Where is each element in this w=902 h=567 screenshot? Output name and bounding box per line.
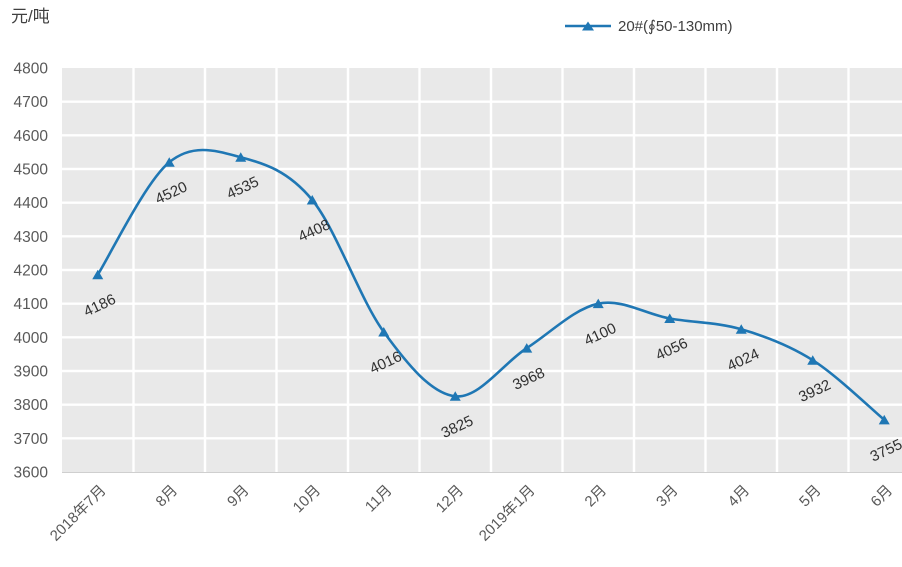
- x-tick-label: 11月: [362, 482, 396, 516]
- y-tick-label: 4000: [14, 330, 49, 347]
- y-tick-label: 4400: [14, 195, 49, 212]
- data-point-marker: [306, 194, 318, 205]
- y-tick-label: 3600: [14, 465, 49, 482]
- y-tick-label: 3800: [14, 397, 49, 414]
- x-tick-label: 9月: [224, 482, 253, 511]
- data-point-marker: [163, 157, 175, 167]
- x-tick-label: 2018年7月: [47, 482, 110, 545]
- x-tick-label: 8月: [153, 482, 182, 511]
- y-tick-label: 3900: [14, 364, 49, 381]
- y-tick-label: 4700: [14, 94, 49, 111]
- legend-line-marker-icon: [565, 21, 611, 31]
- y-axis-unit-label: 元/吨: [11, 7, 50, 26]
- x-tick-label: 12月: [433, 482, 467, 516]
- x-tick-label: 3月: [653, 482, 682, 511]
- y-tick-label: 4500: [14, 162, 49, 179]
- x-tick-label: 6月: [868, 482, 897, 511]
- x-tick-label: 4月: [725, 482, 754, 511]
- data-point-marker: [378, 326, 390, 337]
- legend: 20#(∮50-130mm): [565, 17, 733, 35]
- x-tick-label: 10月: [290, 482, 324, 516]
- data-point-marker: [735, 324, 747, 334]
- data-point-marker: [521, 343, 533, 353]
- y-tick-label: 3700: [14, 431, 49, 448]
- data-point-marker: [592, 298, 604, 309]
- x-tick-label: 5月: [796, 482, 825, 511]
- y-tick-label: 4300: [14, 229, 49, 246]
- data-point-marker: [664, 313, 676, 323]
- x-tick-label: 2月: [582, 482, 611, 511]
- data-point-marker: [878, 414, 890, 425]
- data-point-marker: [92, 269, 104, 280]
- y-tick-label: 4600: [14, 128, 49, 145]
- y-tick-label: 4200: [14, 263, 49, 280]
- legend-series-label: 20#(∮50-130mm): [618, 18, 733, 35]
- data-point-marker: [235, 152, 247, 162]
- y-tick-label: 4100: [14, 296, 49, 313]
- x-tick-label: 2019年1月: [476, 482, 539, 545]
- data-point-marker: [449, 391, 461, 401]
- data-point-marker: [807, 355, 819, 365]
- y-tick-label: 4800: [14, 61, 49, 78]
